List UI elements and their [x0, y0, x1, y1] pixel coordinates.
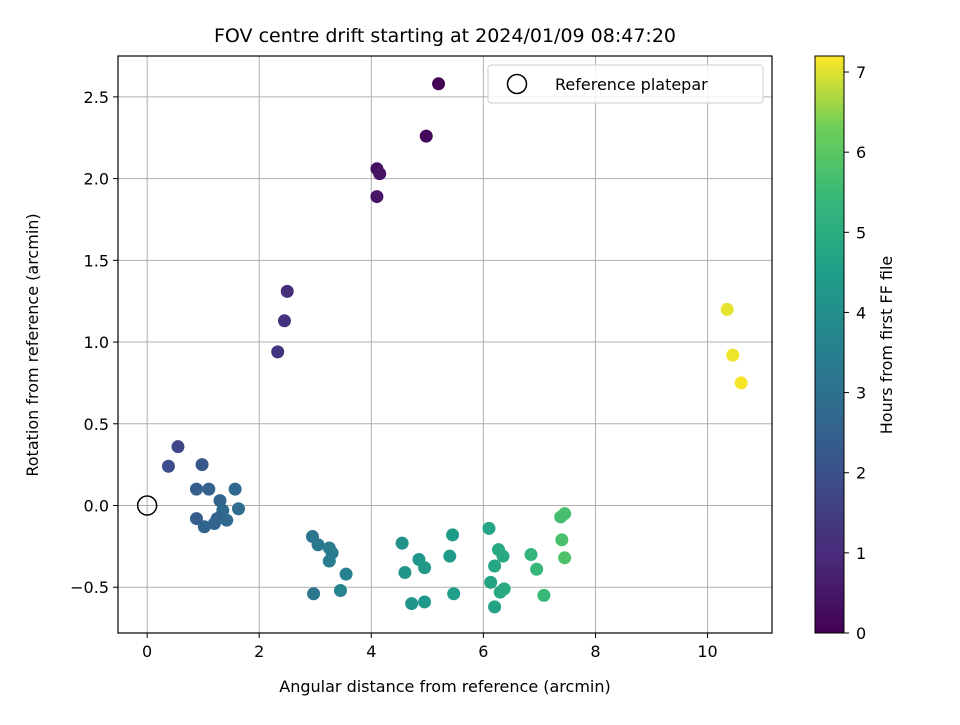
- data-point: [488, 559, 502, 573]
- y-tick-label: 0.5: [84, 415, 109, 434]
- x-tick-label: 0: [142, 642, 152, 661]
- data-point: [202, 482, 216, 496]
- data-point: [734, 376, 748, 390]
- colorbar-tick-label: 3: [856, 384, 866, 403]
- data-point: [446, 528, 460, 542]
- x-axis-label: Angular distance from reference (arcmin): [279, 677, 610, 696]
- data-point: [195, 458, 209, 472]
- data-point: [339, 567, 353, 581]
- data-point: [488, 600, 502, 614]
- grid-lines: [118, 56, 772, 633]
- data-point: [171, 440, 185, 454]
- data-point: [496, 549, 510, 563]
- data-point: [271, 345, 285, 359]
- data-point: [277, 314, 291, 328]
- data-points: [161, 77, 748, 614]
- data-point: [558, 507, 572, 521]
- data-point: [447, 587, 461, 601]
- x-tick-label: 10: [697, 642, 717, 661]
- data-point: [555, 533, 569, 547]
- data-point: [558, 551, 572, 565]
- data-point: [405, 597, 419, 611]
- colorbar-ticks: 0 1 2 3 4 5 6 7: [844, 63, 866, 643]
- colorbar-tick-label: 5: [856, 223, 866, 242]
- data-point: [231, 502, 245, 516]
- y-axis-ticks: −0.5 0.0 0.5 1.0 1.5 2.0 2.5: [70, 88, 118, 597]
- colorbar-tick-label: 1: [856, 544, 866, 563]
- data-point: [189, 512, 203, 526]
- data-point: [418, 561, 432, 575]
- x-tick-label: 8: [590, 642, 600, 661]
- data-point: [419, 129, 433, 143]
- data-point: [197, 520, 211, 534]
- x-axis-ticks: 0 2 4 6 8 10: [142, 633, 718, 661]
- data-point: [307, 587, 321, 601]
- data-point: [537, 588, 551, 602]
- data-point: [373, 167, 387, 181]
- data-point: [370, 190, 384, 204]
- plot-frame: [117, 55, 773, 634]
- data-point: [482, 521, 496, 535]
- y-tick-label: 1.5: [84, 251, 109, 270]
- colorbar-gradient: [814, 55, 845, 634]
- colorbar-tick-label: 4: [856, 303, 866, 322]
- data-point: [395, 536, 409, 550]
- reference-point-marker: [136, 495, 158, 516]
- y-axis-label: Rotation from reference (arcmin): [23, 213, 42, 476]
- data-point: [213, 494, 227, 508]
- data-point: [161, 459, 175, 473]
- data-point: [432, 77, 446, 91]
- data-point: [524, 548, 538, 562]
- data-point: [726, 348, 740, 362]
- x-tick-label: 4: [366, 642, 376, 661]
- data-point: [280, 284, 294, 298]
- y-tick-label: 0.0: [84, 497, 109, 516]
- y-tick-label: 1.0: [84, 333, 109, 352]
- x-tick-label: 2: [254, 642, 264, 661]
- colorbar-label: Hours from first FF file: [877, 256, 896, 435]
- data-point: [207, 516, 221, 530]
- colorbar-tick-label: 6: [856, 143, 866, 162]
- legend-marker-icon: [506, 73, 528, 95]
- data-point: [333, 584, 347, 598]
- data-point: [720, 302, 734, 316]
- data-point: [398, 566, 412, 580]
- data-point: [220, 513, 234, 527]
- colorbar: 0 1 2 3 4 5 6 7 Hours from first FF file: [814, 55, 896, 643]
- data-point: [189, 482, 203, 496]
- data-point: [530, 562, 544, 576]
- y-tick-label: 2.0: [84, 170, 109, 189]
- legend-box: [487, 64, 764, 104]
- y-tick-label: −0.5: [70, 578, 109, 597]
- data-point: [493, 585, 507, 599]
- chart-title: FOV centre drift starting at 2024/01/09 …: [214, 25, 676, 47]
- data-point: [322, 554, 336, 568]
- legend-entry: Reference platepar: [555, 75, 708, 94]
- colorbar-tick-label: 7: [856, 63, 866, 82]
- data-point: [418, 595, 432, 609]
- x-tick-label: 6: [478, 642, 488, 661]
- data-point: [484, 575, 498, 589]
- colorbar-tick-label: 0: [856, 624, 866, 643]
- y-tick-label: 2.5: [84, 88, 109, 107]
- data-point: [311, 538, 325, 552]
- data-point: [443, 549, 457, 563]
- data-point: [228, 482, 242, 496]
- colorbar-tick-label: 2: [856, 464, 866, 483]
- legend: Reference platepar: [487, 64, 764, 104]
